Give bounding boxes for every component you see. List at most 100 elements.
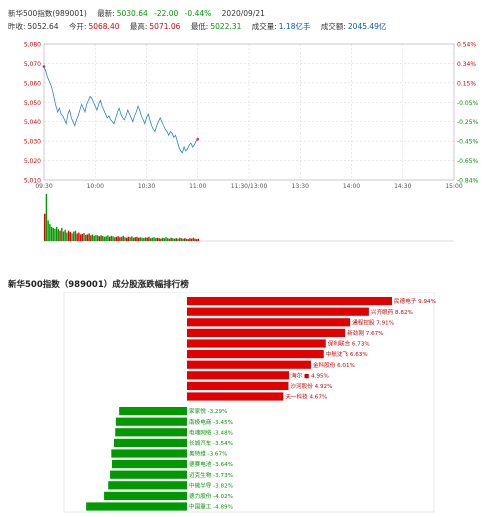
volume-bar: [126, 237, 128, 241]
loser-label: 德赛电池 -3.64%: [189, 460, 233, 468]
gainer-bar: [187, 307, 369, 316]
volume-bar: [76, 233, 78, 241]
volume-bar: [197, 238, 200, 241]
time-tick-label: 11:00: [189, 183, 206, 190]
prev-close-label: 昨收:: [8, 22, 26, 31]
volume-bar: [173, 238, 176, 241]
volume-bar: [148, 236, 150, 241]
latest-label: 最新:: [97, 9, 115, 18]
index-name: 新华500指数(989001): [8, 9, 87, 18]
volume-bar: [73, 231, 75, 241]
gainer-label: 天一科技 4.67%: [285, 393, 327, 401]
volume-bar: [163, 238, 165, 241]
volume-bar: [85, 234, 87, 241]
volume-bar: [134, 237, 136, 241]
loser-label: 长城汽车 -3.54%: [189, 439, 233, 447]
volume-label: 成交量:: [251, 22, 277, 31]
gainer-label: 金科股份 6.01%: [313, 361, 355, 369]
volume-bar: [165, 237, 167, 241]
high-label: 最高:: [129, 22, 148, 31]
volume-bar: [170, 237, 172, 241]
ranking-plot-frame: [63, 292, 435, 513]
volume-bar: [102, 235, 104, 241]
gainer-label: 新劲刚 7.67%: [347, 329, 383, 337]
gainer-label: 通程控股 7.91%: [352, 318, 394, 326]
time-tick-label: 13:30: [292, 183, 309, 190]
low-label: 最低:: [190, 22, 209, 31]
gainer-bar: [187, 371, 290, 380]
volume-bar: [122, 235, 124, 241]
volume-bar: [49, 224, 51, 241]
volume-bar: [158, 238, 160, 241]
pct-tick-label: -0.25%: [457, 119, 479, 126]
volume-bar: [59, 230, 61, 241]
volume-bar: [184, 238, 186, 241]
gainer-label: 沙河股份 4.92%: [290, 382, 332, 390]
loser-label: 中国重工 -4.89%: [189, 503, 233, 511]
gainer-label: 中航沈飞 6.63%: [326, 350, 368, 358]
volume-bar: [44, 213, 46, 241]
intraday-chart: 5,080 0.54% 5,070 0.34% 5,060 0.15% 5,050 -0.05…: [24, 42, 479, 242]
volume-bar: [194, 238, 196, 241]
price-tick-label: 5,080: [24, 42, 41, 49]
loser-label: 迈克生物 -3.73%: [189, 471, 233, 479]
volume-bar: [61, 227, 63, 241]
amount-value: 2045.49亿: [347, 22, 387, 31]
pct-tick-label: 0.54%: [457, 42, 476, 49]
volume-bar: [119, 237, 121, 241]
gainer-label: 兴齐眼药 8.82%: [371, 308, 413, 316]
volume-bar: [93, 235, 95, 241]
volume-bar: [180, 238, 183, 241]
volume-bar: [90, 235, 92, 241]
volume-bar: [153, 237, 155, 241]
volume-bar: [178, 237, 181, 241]
volume-bar: [103, 236, 106, 241]
loser-bar: [113, 438, 187, 447]
loser-bar: [111, 460, 187, 469]
loser-bar: [115, 428, 187, 437]
quote-date: 2020/09/21: [221, 9, 265, 18]
volume-bar: [83, 233, 85, 241]
volume-bar: [88, 233, 90, 241]
volume-bar: [168, 238, 171, 241]
gainer-label: 海尔 ■ 4.95%: [291, 371, 329, 379]
high-value: 5071.06: [149, 22, 181, 31]
time-tick-label: 15:00: [445, 183, 462, 190]
price-tick-label: 5,010: [24, 178, 41, 185]
volume-bar: [91, 234, 94, 241]
volume-bar: [105, 236, 107, 241]
volume-bar: [120, 236, 123, 241]
volume-bar: [136, 236, 138, 241]
volume-bar: [146, 237, 148, 241]
volume-bar: [132, 237, 135, 241]
volume-bar: [172, 238, 174, 241]
volume-bar: [192, 237, 195, 241]
volume-bar: [160, 238, 162, 241]
volume-bar: [110, 235, 113, 241]
change-value: -22.00: [154, 9, 179, 18]
price-tick-label: 5,060: [24, 80, 41, 87]
amount-label: 成交额:: [320, 22, 346, 31]
open-marker: [42, 65, 46, 68]
volume-bar: [55, 226, 58, 241]
pct-tick-label: -0.65%: [457, 158, 479, 165]
time-tick-label: 09:30: [35, 183, 52, 190]
volume-bar: [114, 237, 116, 241]
volume-bar: [57, 229, 60, 241]
quote-header-row2: 昨收: 5052.64 今开: 5068.40 最高: 5071.06 最低: 5022…: [8, 21, 394, 32]
volume-bar: [95, 234, 97, 241]
gainer-bar: [187, 381, 289, 390]
loser-label: 中微半导 -3.82%: [189, 481, 233, 489]
volume-bar: [71, 233, 73, 241]
loser-bar: [115, 417, 187, 426]
pct-tick-label: 0.15%: [457, 80, 476, 87]
loser-bar: [111, 449, 187, 458]
volume-bar: [143, 238, 145, 241]
pct-tick-label: -0.45%: [457, 139, 479, 146]
volume-bar: [185, 238, 188, 241]
open-value: 5068.40: [88, 22, 120, 31]
ranking-chart-title: 新华500指数（989001）成分股涨跌幅排行榜: [8, 280, 189, 290]
volume-bar: [141, 237, 143, 241]
volume-bar: [187, 239, 189, 241]
volume-bar: [117, 236, 119, 241]
